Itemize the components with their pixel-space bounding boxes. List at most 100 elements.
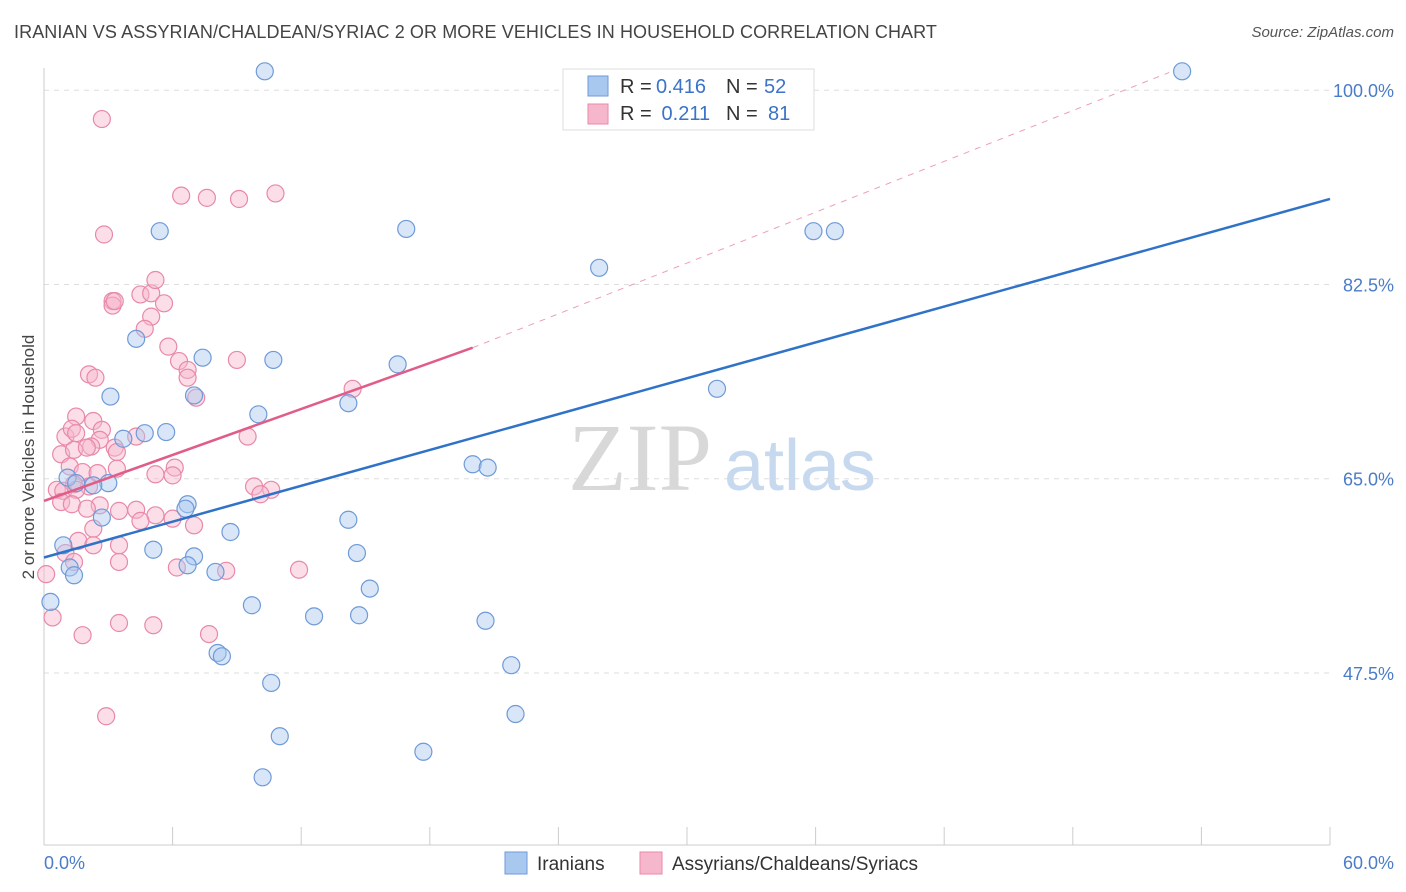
assyrian-point — [178, 360, 197, 380]
iranian-point — [176, 499, 195, 518]
x-ticks — [43, 827, 1331, 845]
chart-title: IRANIAN VS ASSYRIAN/CHALDEAN/SYRIAC 2 OR… — [14, 22, 938, 42]
iranian-point — [502, 656, 521, 675]
iranian-point — [478, 458, 497, 477]
assyrian-point — [131, 511, 150, 530]
y-tick-label: 100.0% — [1333, 81, 1394, 101]
legend-r-value-2: 0.211 — [656, 103, 710, 125]
source-label: Source: ZipAtlas.com — [1251, 24, 1394, 41]
assyrian-point — [69, 531, 88, 550]
iranian-point — [193, 348, 212, 367]
iranian-point — [64, 566, 84, 585]
assyrian-point — [105, 292, 124, 311]
bottom-legend: Iranians Assyrians/Chaldeans/Syriacs — [504, 851, 918, 875]
iranian-point — [255, 62, 274, 81]
legend-swatch-pink — [587, 103, 609, 125]
assyrian-point — [43, 608, 62, 627]
legend-n-label-2: N = — [726, 103, 758, 125]
iranian-point — [270, 727, 289, 746]
assyrian-trend-extension — [472, 71, 1170, 349]
x-max-label: 60.0% — [1343, 853, 1394, 873]
iranian-point — [360, 579, 379, 598]
iranian-point — [206, 562, 225, 582]
iranian-point — [242, 596, 262, 615]
trend-lines — [43, 71, 1331, 559]
legend-n-value-2: 81 — [768, 103, 790, 125]
assyrian-point — [73, 626, 92, 645]
iranian-points — [41, 62, 1192, 787]
iranian-point — [264, 350, 283, 370]
iranian-point — [339, 510, 358, 529]
assyrian-point — [172, 186, 191, 205]
assyrian-point — [109, 613, 129, 633]
iranian-point — [184, 386, 204, 405]
assyrian-point — [227, 350, 246, 370]
legend-n-value-1: 52 — [764, 76, 786, 98]
assyrian-point — [77, 438, 96, 457]
iranian-point — [349, 606, 369, 625]
iranian-point — [707, 379, 727, 398]
legend-r-label-2: R = — [620, 103, 652, 125]
y-axis-title: 2 or more Vehicles in Household — [19, 335, 38, 580]
iranian-point — [388, 355, 407, 374]
watermark: ZIP atlas — [568, 404, 876, 511]
assyrian-point — [146, 465, 165, 484]
iranian-point — [221, 522, 240, 542]
assyrian-point — [184, 516, 204, 535]
iranian-point — [144, 540, 163, 559]
assyrian-point — [92, 109, 111, 129]
assyrian-point — [154, 294, 174, 313]
assyrian-point — [178, 368, 197, 387]
iranian-point — [249, 405, 268, 424]
y-tick-label: 47.5% — [1343, 664, 1394, 684]
iranian-point — [347, 543, 367, 563]
assyrian-point — [62, 495, 81, 514]
assyrian-point — [127, 500, 146, 519]
iranian-point — [339, 394, 358, 413]
x-min-label: 0.0% — [44, 853, 85, 873]
iranian-point — [178, 556, 197, 575]
iranian-point — [804, 222, 823, 241]
watermark-zip: ZIP — [568, 404, 712, 511]
iranian-point — [262, 673, 281, 693]
iranian-trend-line — [43, 197, 1331, 559]
iranian-point — [253, 768, 272, 787]
iranian-point — [127, 329, 146, 348]
assyrian-point — [144, 616, 163, 635]
assyrian-point — [97, 707, 116, 726]
iranian-point — [414, 742, 433, 761]
bottom-legend-swatch-assyrians — [639, 851, 663, 875]
iranian-point — [184, 547, 204, 566]
assyrian-point — [197, 188, 216, 207]
iranian-point — [397, 219, 416, 239]
assyrian-point — [229, 189, 249, 209]
iranian-point — [590, 258, 609, 277]
assyrian-trend-line — [43, 346, 474, 503]
assyrian-point — [159, 337, 178, 356]
assyrian-point — [167, 558, 186, 577]
iranian-point — [304, 607, 324, 626]
assyrian-point — [37, 565, 56, 584]
iranian-point — [1173, 62, 1192, 81]
iranian-point — [101, 387, 120, 406]
iranian-point — [41, 592, 60, 612]
iranian-point — [476, 611, 495, 630]
assyrian-point — [163, 466, 182, 485]
assyrian-point — [289, 560, 309, 579]
bottom-legend-iranians: Iranians — [537, 854, 605, 875]
bottom-legend-assyrians: Assyrians/Chaldeans/Syriacs — [672, 854, 918, 875]
legend-r-label-1: R = — [620, 76, 652, 98]
iranian-point — [54, 536, 73, 555]
grid-lines — [44, 89, 1330, 674]
iranian-point — [506, 704, 525, 724]
assyrian-point — [67, 424, 86, 443]
iranian-point — [150, 222, 169, 241]
assyrian-points — [37, 109, 362, 726]
legend-n-label-1: N = — [726, 76, 758, 98]
assyrian-point — [266, 184, 285, 203]
assyrian-point — [94, 225, 114, 244]
assyrian-point — [86, 368, 105, 387]
iranian-point — [157, 422, 176, 442]
assyrian-point — [77, 499, 96, 518]
